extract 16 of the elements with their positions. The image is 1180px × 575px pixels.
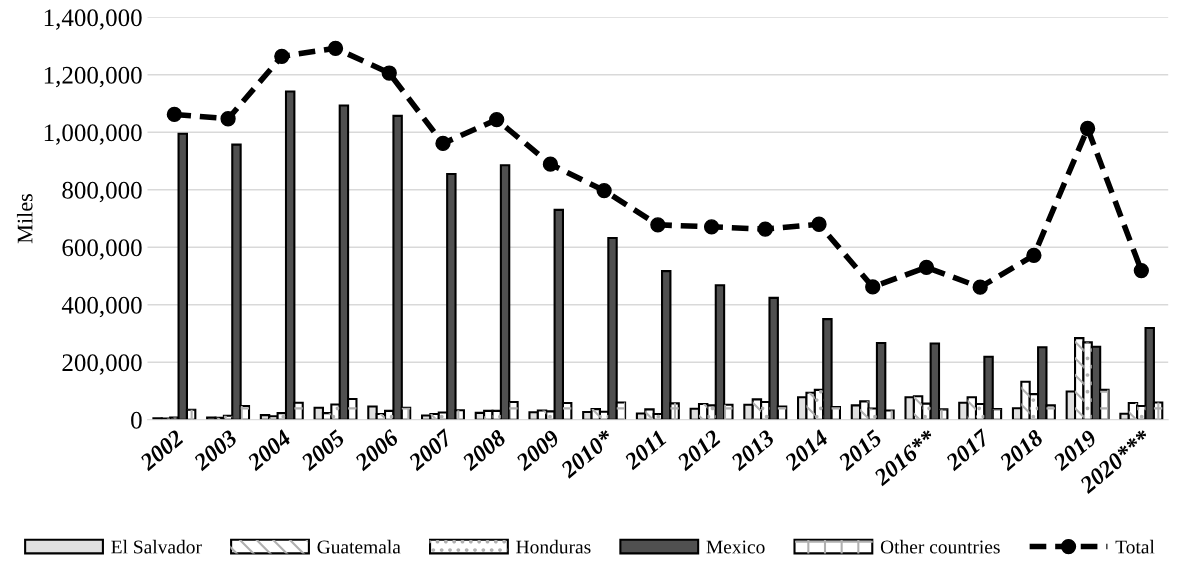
y-tick-label: 800,000 [62,181,142,203]
legend-label: Other countries [880,539,1000,554]
legend-label: Total [1115,539,1155,554]
legend-label: El Salvador [111,539,202,554]
x-tick-label: 2011 [622,430,667,471]
legend-label: Honduras [516,539,591,554]
y-axis-title: Miles [16,194,33,244]
legend-label: Mexico [706,540,765,554]
legend-label: Guatemala [317,539,401,554]
y-tick-label: 1,000,000 [44,124,142,145]
y-tick-label: 400,000 [61,296,142,318]
y-tick-label: 0 [131,411,142,429]
y-tick-label: 1,200,000 [44,66,142,88]
y-tick-label: 1,400,000 [44,9,142,30]
y-tick-label: 200,000 [62,354,142,375]
y-tick-label: 600,000 [62,239,142,260]
